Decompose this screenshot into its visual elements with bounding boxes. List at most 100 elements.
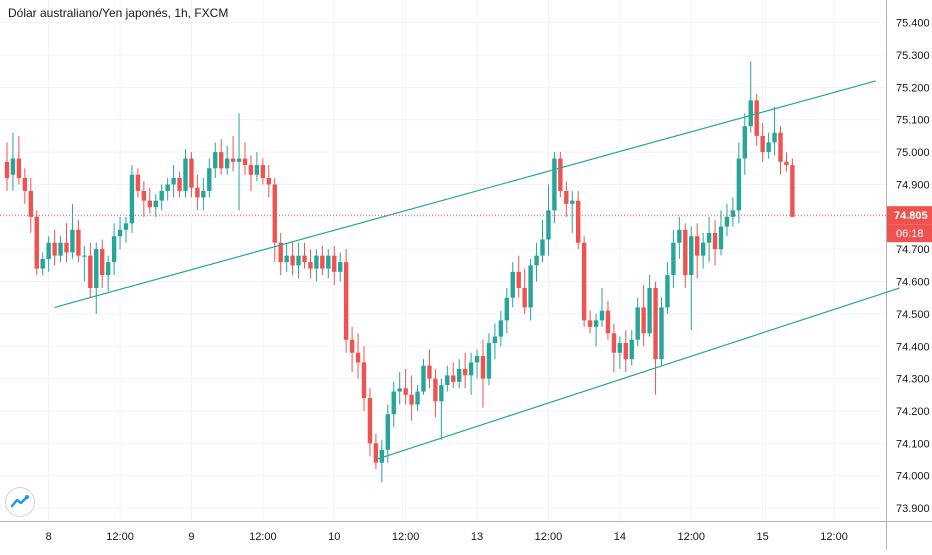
candle-body[interactable] xyxy=(129,174,135,224)
candle-body[interactable] xyxy=(141,190,147,201)
candle-body[interactable] xyxy=(439,385,444,402)
candle-body[interactable] xyxy=(326,255,331,269)
candle-body[interactable] xyxy=(391,391,396,415)
candle-body[interactable] xyxy=(10,158,16,175)
candle-body[interactable] xyxy=(564,190,569,204)
candle-body[interactable] xyxy=(165,184,170,191)
candle-body[interactable] xyxy=(224,158,230,169)
candle-body[interactable] xyxy=(296,255,301,266)
candle-body[interactable] xyxy=(320,255,325,269)
candle-body[interactable] xyxy=(248,165,254,175)
candle-body[interactable] xyxy=(474,355,480,363)
candle-body[interactable] xyxy=(230,158,236,162)
candle-body[interactable] xyxy=(111,236,117,263)
candle-body[interactable] xyxy=(695,236,700,256)
candle-body[interactable] xyxy=(385,414,390,450)
candle-body[interactable] xyxy=(706,232,712,243)
candle-body[interactable] xyxy=(754,100,759,136)
candle-body[interactable] xyxy=(647,288,652,334)
candle-body[interactable] xyxy=(117,229,123,237)
candle-body[interactable] xyxy=(284,255,289,263)
candle-body[interactable] xyxy=(52,242,57,256)
candle-body[interactable] xyxy=(100,249,105,276)
candle-body[interactable] xyxy=(635,307,640,340)
candle-body[interactable] xyxy=(528,265,533,308)
candle-body[interactable] xyxy=(468,362,474,376)
candle-body[interactable] xyxy=(272,184,277,243)
candle-body[interactable] xyxy=(498,320,504,337)
candle-body[interactable] xyxy=(123,223,129,230)
candle-body[interactable] xyxy=(623,343,628,360)
candle-body[interactable] xyxy=(266,177,271,185)
candle-body[interactable] xyxy=(34,216,39,269)
candle-body[interactable] xyxy=(570,200,575,204)
candle-body[interactable] xyxy=(40,258,45,269)
candle-body[interactable] xyxy=(94,249,99,289)
candle-body[interactable] xyxy=(314,255,319,269)
candle-body[interactable] xyxy=(534,255,539,266)
candle-body[interactable] xyxy=(736,158,742,211)
candle-body[interactable] xyxy=(213,152,218,169)
candle-body[interactable] xyxy=(748,100,753,127)
candle-body[interactable] xyxy=(147,200,152,208)
candle-body[interactable] xyxy=(659,307,664,360)
candle-body[interactable] xyxy=(177,177,182,191)
candle-body[interactable] xyxy=(462,368,468,376)
candle-body[interactable] xyxy=(153,200,158,208)
candle-body[interactable] xyxy=(338,262,343,272)
candle-body[interactable] xyxy=(421,365,426,392)
candle-body[interactable] xyxy=(343,262,349,340)
candle-body[interactable] xyxy=(159,190,164,201)
candle-body[interactable] xyxy=(64,242,69,253)
candle-body[interactable] xyxy=(683,229,688,276)
candle-body[interactable] xyxy=(546,210,551,240)
candle-body[interactable] xyxy=(516,271,521,289)
candle-body[interactable] xyxy=(135,174,141,191)
channel-trendline[interactable] xyxy=(54,80,876,309)
candle-body[interactable] xyxy=(308,262,313,269)
candle-body[interactable] xyxy=(671,242,676,276)
candle-body[interactable] xyxy=(260,165,266,178)
candle-body[interactable] xyxy=(593,320,599,327)
candle-body[interactable] xyxy=(641,307,646,334)
candle-body[interactable] xyxy=(772,132,777,143)
candle-body[interactable] xyxy=(790,165,795,217)
candle-body[interactable] xyxy=(219,152,224,169)
candle-body[interactable] xyxy=(415,391,420,405)
candle-body[interactable] xyxy=(171,177,176,185)
candle-body[interactable] xyxy=(718,226,724,250)
candle-body[interactable] xyxy=(46,242,51,259)
candle-body[interactable] xyxy=(349,339,355,353)
candle-body[interactable] xyxy=(361,362,367,399)
candle-body[interactable] xyxy=(28,190,33,217)
candle-body[interactable] xyxy=(617,343,623,353)
candle-body[interactable] xyxy=(189,158,194,188)
candle-body[interactable] xyxy=(689,236,694,276)
candle-body[interactable] xyxy=(700,242,706,256)
candle-body[interactable] xyxy=(332,255,337,272)
candle-body[interactable] xyxy=(492,336,498,344)
candle-body[interactable] xyxy=(677,229,682,243)
candle-body[interactable] xyxy=(611,333,617,353)
candle-body[interactable] xyxy=(522,288,527,308)
candle-body[interactable] xyxy=(587,320,593,327)
candle-body[interactable] xyxy=(242,158,248,166)
candle-body[interactable] xyxy=(451,375,456,382)
candle-body[interactable] xyxy=(457,368,462,382)
candle-body[interactable] xyxy=(724,216,730,227)
candle-body[interactable] xyxy=(278,242,283,263)
candle-body[interactable] xyxy=(766,142,771,153)
candle-body[interactable] xyxy=(629,339,634,360)
candle-body[interactable] xyxy=(558,158,563,191)
candle-body[interactable] xyxy=(254,165,260,175)
candle-body[interactable] xyxy=(784,161,789,166)
candle-body[interactable] xyxy=(195,187,200,198)
candle-body[interactable] xyxy=(70,229,75,253)
candle-body[interactable] xyxy=(486,343,492,379)
candle-body[interactable] xyxy=(504,297,509,321)
candle-body[interactable] xyxy=(445,375,450,386)
candle-body[interactable] xyxy=(576,200,581,243)
candle-body[interactable] xyxy=(105,262,111,276)
candle-body[interactable] xyxy=(510,271,515,298)
